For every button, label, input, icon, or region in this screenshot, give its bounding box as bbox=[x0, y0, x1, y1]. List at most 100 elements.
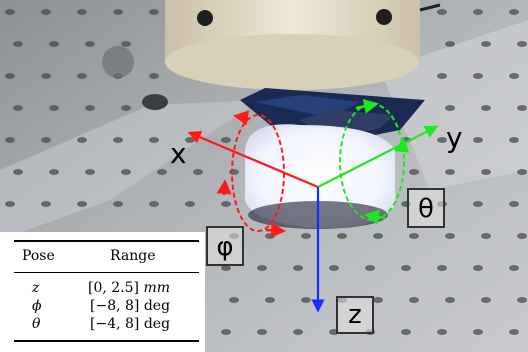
table-header-rule bbox=[14, 272, 199, 273]
table-hole bbox=[509, 201, 519, 207]
table-hole bbox=[445, 41, 455, 47]
table-hole bbox=[149, 201, 159, 207]
table-hole bbox=[445, 105, 455, 111]
table-hole bbox=[437, 329, 447, 335]
table-hole bbox=[481, 297, 491, 303]
table-hole bbox=[445, 233, 455, 239]
table-hole bbox=[5, 201, 15, 207]
table-hole bbox=[49, 105, 59, 111]
y-axis-label: y bbox=[446, 121, 463, 154]
table-row-range-z: [0, 2.5] mm bbox=[88, 280, 171, 296]
table-hole bbox=[221, 265, 231, 271]
table-hole bbox=[41, 137, 51, 143]
table-hole bbox=[157, 169, 167, 175]
table-hole bbox=[293, 265, 303, 271]
table-hole bbox=[437, 265, 447, 271]
table-header-range: Range bbox=[110, 248, 156, 264]
table-hole bbox=[509, 73, 519, 79]
table-hole bbox=[49, 169, 59, 175]
table-hole bbox=[473, 9, 483, 15]
table-hole bbox=[13, 105, 23, 111]
theta-rotation-label: θ bbox=[407, 188, 445, 228]
table-top-rule bbox=[14, 240, 199, 242]
table-hole bbox=[473, 329, 483, 335]
table-hole bbox=[301, 297, 311, 303]
table-hole bbox=[193, 169, 203, 175]
table-hole bbox=[113, 137, 123, 143]
table-hole bbox=[301, 233, 311, 239]
table-hole bbox=[41, 73, 51, 79]
table-hole bbox=[265, 233, 275, 239]
table-hole bbox=[221, 329, 231, 335]
table-hole bbox=[473, 201, 483, 207]
table-hole bbox=[77, 137, 87, 143]
table-row-range-phi: [−8, 8] deg bbox=[90, 298, 171, 314]
table-hole bbox=[293, 329, 303, 335]
table-hole bbox=[5, 9, 15, 15]
table-hole bbox=[517, 105, 527, 111]
table-header-pose: Pose bbox=[22, 248, 55, 264]
table-hole bbox=[185, 201, 195, 207]
table-hole bbox=[41, 9, 51, 15]
table-hole bbox=[437, 137, 447, 143]
z-axis-label: z bbox=[336, 296, 374, 334]
table-hole bbox=[409, 233, 419, 239]
table-hole bbox=[437, 9, 447, 15]
table-hole bbox=[113, 9, 123, 15]
phi-rotation-label: φ bbox=[206, 226, 244, 266]
table-hole bbox=[517, 297, 527, 303]
table-hole bbox=[149, 137, 159, 143]
table-row-range-theta: [−4, 8] deg bbox=[90, 316, 171, 332]
table-hole bbox=[85, 41, 95, 47]
table-hole bbox=[49, 41, 59, 47]
table-hole bbox=[77, 73, 87, 79]
table-hole bbox=[437, 73, 447, 79]
table-row-pose-z: z bbox=[32, 280, 40, 296]
table-hole bbox=[481, 105, 491, 111]
table-hole bbox=[365, 265, 375, 271]
table-hole bbox=[149, 9, 159, 15]
table-hole bbox=[481, 41, 491, 47]
table-hole bbox=[517, 41, 527, 47]
table-hole bbox=[13, 169, 23, 175]
table-bottom-rule bbox=[14, 340, 199, 342]
table-hole bbox=[329, 265, 339, 271]
table-hole bbox=[517, 233, 527, 239]
table-hole bbox=[509, 137, 519, 143]
table-hole bbox=[409, 169, 419, 175]
table-hole bbox=[229, 169, 239, 175]
table-hole bbox=[509, 265, 519, 271]
table-hole bbox=[5, 137, 15, 143]
table-hole bbox=[337, 233, 347, 239]
table-hole bbox=[373, 233, 383, 239]
table-row-pose-theta: θ bbox=[32, 316, 41, 332]
table-hole bbox=[77, 9, 87, 15]
table-hole bbox=[481, 233, 491, 239]
table-hole bbox=[5, 73, 15, 79]
table-hole bbox=[509, 329, 519, 335]
table-hole bbox=[257, 265, 267, 271]
table-hole bbox=[221, 137, 231, 143]
pose-range-table: Pose Range z [0, 2.5] mm ϕ [−8, 8] deg θ… bbox=[0, 232, 205, 352]
table-hole bbox=[401, 329, 411, 335]
table-row-pose-phi: ϕ bbox=[32, 298, 42, 314]
table-hole bbox=[509, 9, 519, 15]
table-hole bbox=[121, 105, 131, 111]
table-hole bbox=[221, 201, 231, 207]
table-hole bbox=[113, 201, 123, 207]
table-hole bbox=[85, 105, 95, 111]
table-hole bbox=[473, 265, 483, 271]
table-hole bbox=[41, 201, 51, 207]
table-hole bbox=[257, 329, 267, 335]
table-hole bbox=[445, 169, 455, 175]
table-hole bbox=[149, 73, 159, 79]
table-hole bbox=[373, 297, 383, 303]
table-hole bbox=[121, 169, 131, 175]
x-axis-label: x bbox=[170, 137, 187, 170]
table-hole bbox=[445, 297, 455, 303]
table-hole bbox=[121, 41, 131, 47]
table-hole bbox=[77, 201, 87, 207]
table-hole bbox=[229, 297, 239, 303]
table-hole bbox=[85, 169, 95, 175]
